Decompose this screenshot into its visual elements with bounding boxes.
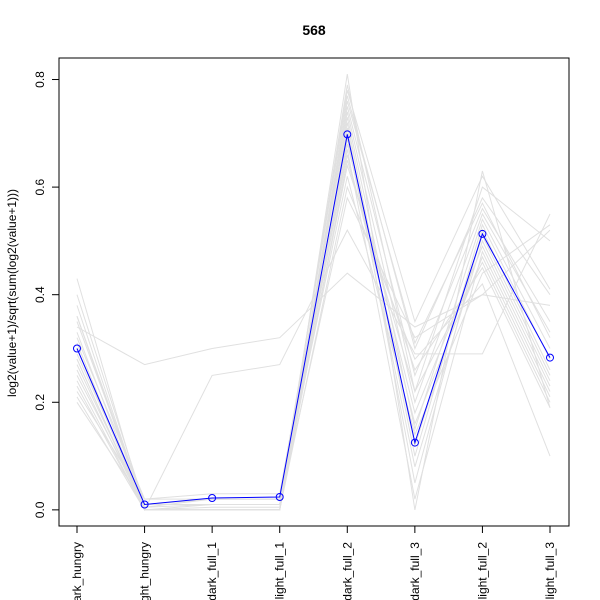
background-series-line-20 bbox=[76, 213, 551, 512]
x-tick-label: dark_full_2 bbox=[340, 542, 354, 600]
x-tick-label: ght_hungry bbox=[138, 542, 152, 600]
y-axis: 0.0 0.2 0.4 0.6 0.8 bbox=[33, 71, 60, 518]
background-series-line-22 bbox=[76, 100, 551, 511]
background-series-line-3 bbox=[76, 95, 551, 508]
y-tick-label: 0.8 bbox=[33, 71, 47, 88]
background-series-line-11 bbox=[76, 143, 551, 508]
highlight-point-dark_full_1 bbox=[208, 494, 217, 502]
highlight-point-light_full_2 bbox=[478, 229, 487, 238]
y-axis-label: log2(value+1)/sqrt(sum(log2(value+1))) bbox=[5, 189, 19, 397]
highlight-point-dark_hungry bbox=[73, 344, 81, 353]
x-tick-label: light_full_2 bbox=[475, 542, 489, 600]
chart-title: 568 bbox=[302, 22, 326, 38]
highlight-point-light_full_3 bbox=[546, 353, 554, 362]
highlight-series-line bbox=[76, 134, 551, 506]
y-tick-label: 0.2 bbox=[33, 394, 47, 411]
background-series-line-18 bbox=[76, 196, 551, 505]
highlight-point-light_full_1 bbox=[275, 493, 284, 501]
highlight-series-group bbox=[73, 130, 554, 509]
background-series-group bbox=[76, 74, 551, 512]
x-tick-label: ark_hungry bbox=[70, 542, 84, 600]
highlight-point-dark_full_3 bbox=[410, 438, 419, 447]
x-tick-label: dark_full_1 bbox=[205, 542, 219, 600]
background-series-line-7 bbox=[76, 122, 551, 500]
x-tick-label: light_full_3 bbox=[543, 542, 557, 600]
y-tick-label: 0.4 bbox=[33, 286, 47, 303]
y-tick-label: 0.0 bbox=[33, 501, 47, 518]
x-tick-label: light_full_1 bbox=[273, 542, 287, 600]
background-series-line-12 bbox=[76, 149, 551, 511]
y-tick-label: 0.6 bbox=[33, 178, 47, 195]
highlight-point-light_hungry bbox=[140, 500, 149, 509]
x-tick-label: dark_full_3 bbox=[408, 542, 422, 600]
highlight-point-dark_full_2 bbox=[343, 130, 352, 139]
background-series-line-15 bbox=[76, 163, 551, 511]
x-axis: ark_hungry ght_hungry dark_full_1 light_ful… bbox=[70, 525, 557, 600]
